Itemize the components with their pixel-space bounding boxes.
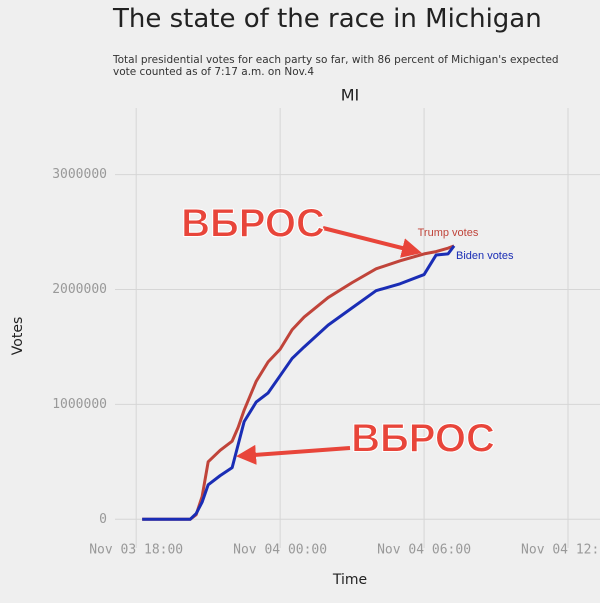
y-tick-label: 2000000 (52, 282, 107, 297)
annotation: ВБРОС (351, 417, 495, 461)
y-tick-label: 0 (99, 512, 107, 527)
chart-subtitle: Total presidential votes for each party … (113, 54, 559, 78)
x-tick-label: Nov 04 12:00 (521, 543, 600, 558)
legend-label: Trump votes (418, 227, 479, 239)
y-tick-label: 3000000 (52, 167, 107, 182)
chart-title: The state of the race in Michigan (113, 4, 542, 34)
y-tick-label: 1000000 (52, 397, 107, 412)
arrow (322, 226, 422, 258)
plot-area (115, 108, 600, 548)
annotation: ВБРОС (181, 202, 325, 246)
legend-label: Biden votes (456, 250, 514, 262)
x-axis-label: Time (332, 572, 367, 588)
y-axis-label: Votes (10, 317, 26, 355)
x-tick-label: Nov 04 00:00 (233, 543, 327, 558)
x-tick-label: Nov 03 18:00 (89, 543, 183, 558)
arrow (236, 444, 351, 465)
line (142, 244, 456, 521)
x-tick-label: Nov 04 06:00 (377, 543, 471, 558)
panel-title: MI (341, 86, 360, 105)
